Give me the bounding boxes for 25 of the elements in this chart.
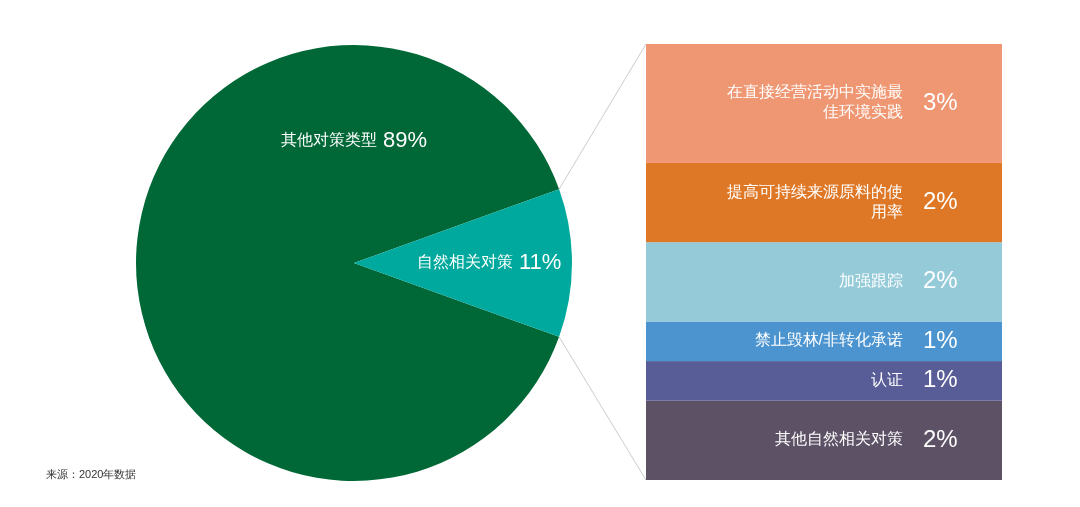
pie-slice (136, 45, 560, 481)
data-label: 2% (923, 266, 958, 294)
bar (646, 44, 1002, 163)
data-label: 1% (923, 325, 958, 353)
source-note: 来源：2020年数据 (46, 468, 137, 480)
bar (646, 242, 1002, 322)
bar (646, 162, 1002, 243)
series-label: 其他自然相关对策 (775, 430, 903, 448)
data-label: 2% (923, 186, 958, 214)
series-label: 提高可持续来源原料的使用率 (727, 182, 903, 220)
series-label: 禁止毁林/非转化承诺 (754, 331, 903, 349)
data-label: 11% (518, 248, 562, 274)
bar (646, 321, 1002, 362)
slice-label: 其他对策类型 (280, 131, 377, 149)
series-label: 认证 (871, 371, 903, 389)
data-label: 89% (382, 126, 428, 152)
bar (646, 400, 1002, 480)
bar (646, 361, 1002, 401)
data-label: 3% (923, 87, 958, 115)
pie-slice (354, 189, 572, 337)
data-label: 2% (923, 424, 958, 452)
slice-label: 自然相关对策 (416, 253, 513, 271)
data-label: 1% (923, 365, 958, 393)
series-label: 在直接经营活动中实施最佳环境实践 (727, 83, 903, 121)
series-label: 加强跟踪 (839, 272, 903, 290)
